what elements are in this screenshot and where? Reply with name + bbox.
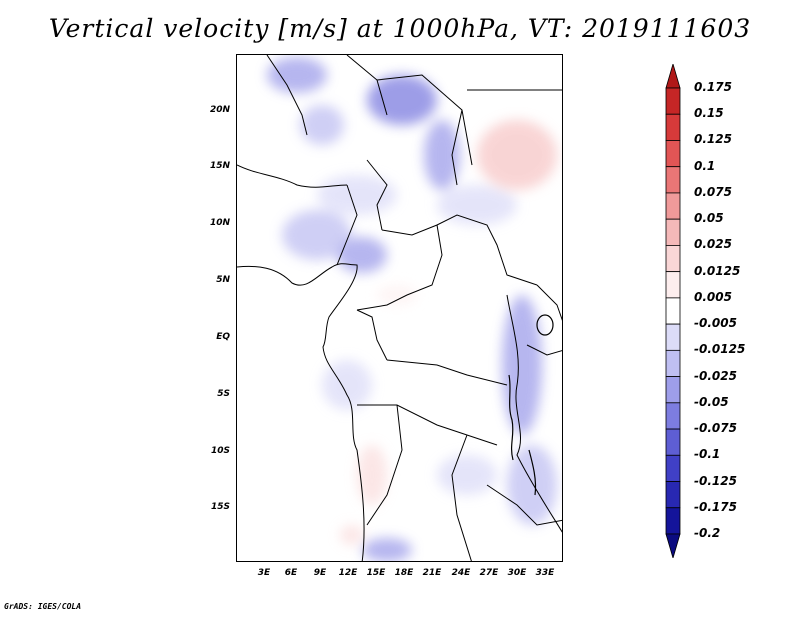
lon-label-30E: 30E bbox=[507, 568, 527, 578]
lat-label-10N: 10N bbox=[209, 218, 230, 228]
colorbar-level-label: 0.075 bbox=[694, 184, 732, 199]
colorbar-bottom-triangle bbox=[665, 533, 681, 558]
colorbar bbox=[665, 64, 681, 558]
lon-label-27E: 27E bbox=[479, 568, 499, 578]
colorbar-level-label: -0.05 bbox=[694, 394, 729, 409]
lat-label-10S: 10S bbox=[210, 446, 230, 456]
colorbar-box bbox=[665, 192, 681, 220]
colorbar-top-triangle bbox=[665, 64, 681, 89]
colorbar-box bbox=[665, 349, 681, 377]
colorbar-box bbox=[665, 454, 681, 482]
colorbar-box bbox=[665, 297, 681, 325]
colorbar-level-label: -0.025 bbox=[694, 368, 737, 383]
colorbar-level-label: -0.2 bbox=[694, 526, 721, 540]
colorbar-box bbox=[665, 428, 681, 456]
colorbar-box bbox=[665, 113, 681, 141]
colorbar-level-label: -0.175 bbox=[694, 499, 737, 514]
lon-label-18E: 18E bbox=[394, 568, 414, 578]
lon-label-6E: 6E bbox=[284, 568, 298, 578]
colorbar-box bbox=[665, 481, 681, 509]
colorbar-box bbox=[665, 245, 681, 273]
colorbar-box bbox=[665, 507, 681, 535]
africa-map bbox=[237, 55, 562, 561]
map-panel bbox=[236, 54, 563, 562]
colorbar-level-label: 0.05 bbox=[694, 211, 724, 226]
colorbar-box bbox=[665, 140, 681, 168]
chart-title: Vertical velocity [m/s] at 1000hPa, VT: … bbox=[48, 14, 752, 43]
colorbar-level-label: 0.175 bbox=[694, 80, 732, 94]
lon-label-3E: 3E bbox=[257, 568, 271, 578]
colorbar-level-label: 0.005 bbox=[694, 289, 732, 304]
lakes bbox=[508, 314, 554, 496]
colorbar-level-label: -0.1 bbox=[694, 447, 721, 462]
colorbar-box bbox=[665, 323, 681, 351]
lon-label-33E: 33E bbox=[535, 568, 555, 578]
colorbar-level-label: 0.125 bbox=[694, 132, 732, 147]
colorbar-level-label: 0.1 bbox=[694, 158, 716, 173]
lat-label-5N: 5N bbox=[216, 275, 230, 285]
colorbar-level-label: -0.125 bbox=[694, 473, 737, 488]
coastlines-and-borders bbox=[237, 55, 562, 561]
colorbar-box bbox=[665, 218, 681, 246]
colorbar-box bbox=[665, 402, 681, 430]
lon-label-9E: 9E bbox=[313, 568, 327, 578]
lat-label-15N: 15N bbox=[209, 161, 230, 171]
positive-velocity-shading bbox=[340, 120, 557, 545]
colorbar-level-label: 0.025 bbox=[694, 237, 732, 252]
colorbar-level-label: 0.15 bbox=[694, 106, 724, 121]
lat-label-20N: 20N bbox=[209, 105, 230, 115]
lat-label-15S: 15S bbox=[210, 502, 230, 512]
colorbar-level-label: 0.0125 bbox=[694, 263, 741, 278]
lat-label-EQ: EQ bbox=[216, 332, 230, 342]
colorbar-level-label: -0.075 bbox=[694, 421, 737, 436]
colorbar-box bbox=[665, 271, 681, 299]
lon-label-24E: 24E bbox=[451, 568, 471, 578]
lon-label-12E: 12E bbox=[338, 568, 358, 578]
colorbar-level-label: -0.0125 bbox=[694, 342, 746, 357]
lon-label-21E: 21E bbox=[422, 568, 442, 578]
colorbar-box bbox=[665, 87, 681, 115]
colorbar-box bbox=[665, 376, 681, 404]
colorbar-level-label: -0.005 bbox=[694, 316, 737, 331]
footer-credit: GrADS: IGES/COLA bbox=[4, 602, 82, 611]
lat-label-5S: 5S bbox=[217, 389, 230, 399]
colorbar-box bbox=[665, 166, 681, 194]
lon-label-15E: 15E bbox=[366, 568, 386, 578]
